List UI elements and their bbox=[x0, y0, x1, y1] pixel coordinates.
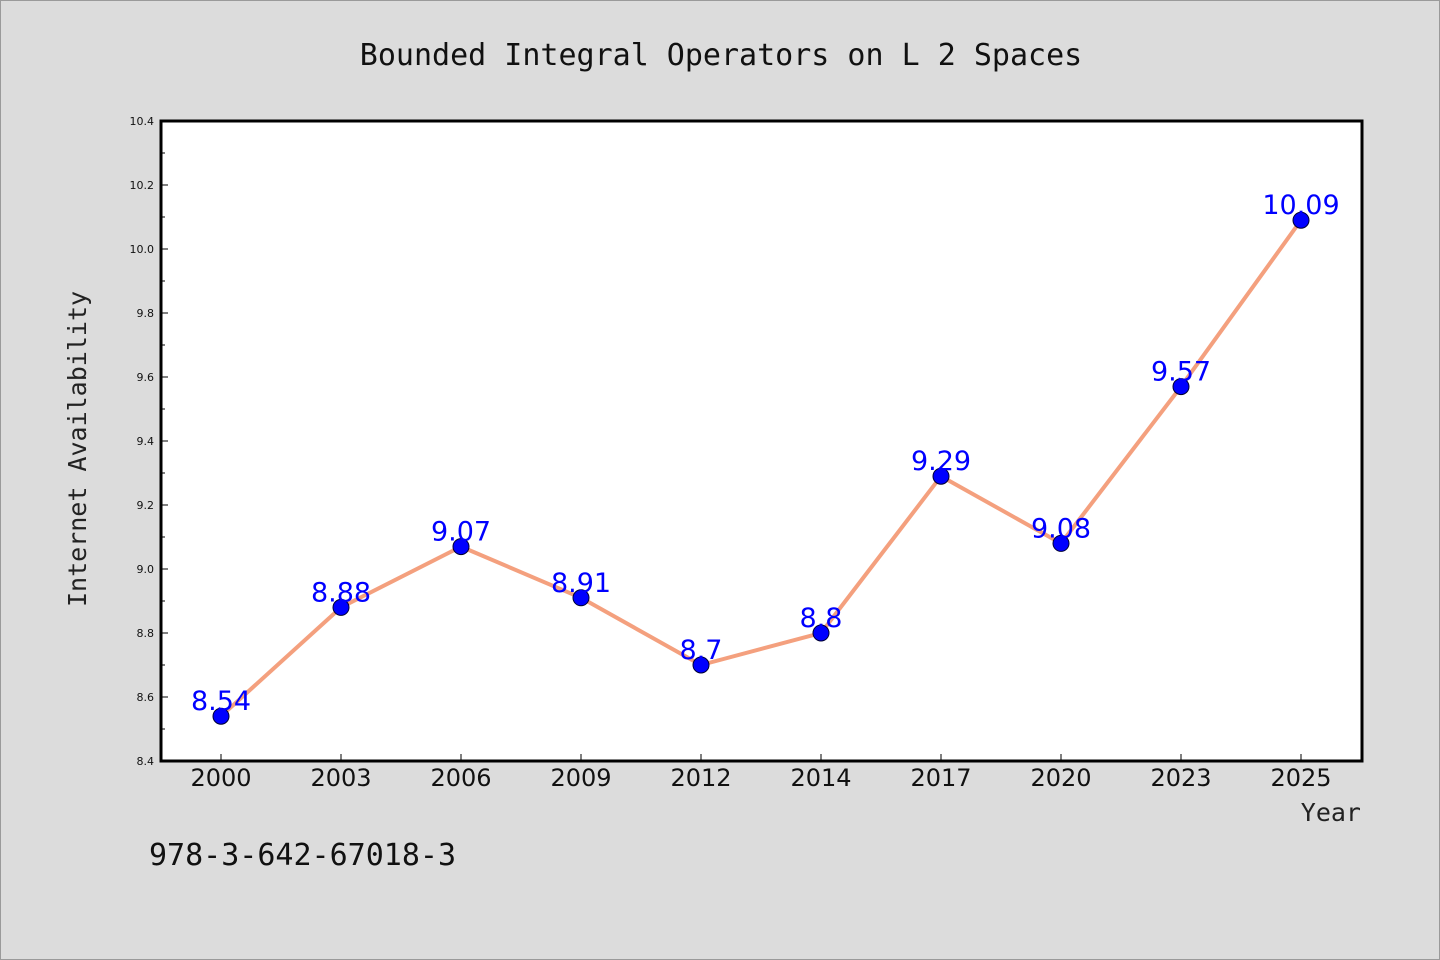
data-label: 9.29 bbox=[911, 446, 971, 477]
x-tick-label: 2017 bbox=[910, 764, 971, 792]
x-axis-label: Year bbox=[1301, 798, 1361, 827]
y-tick-label: 10.2 bbox=[130, 179, 155, 192]
data-label: 9.07 bbox=[431, 517, 491, 548]
x-tick-label: 2006 bbox=[430, 764, 491, 792]
data-point bbox=[572, 589, 590, 607]
data-point bbox=[332, 598, 350, 616]
chart-title: Bounded Integral Operators on L 2 Spaces bbox=[360, 38, 1082, 73]
x-tick-label: 2014 bbox=[790, 764, 851, 792]
data-point bbox=[1052, 534, 1070, 552]
data-point bbox=[692, 656, 710, 674]
data-point bbox=[812, 624, 830, 642]
data-point bbox=[452, 538, 470, 556]
y-tick-label: 10.0 bbox=[130, 243, 155, 256]
y-tick-label: 8.8 bbox=[137, 627, 155, 640]
y-tick-label: 10.4 bbox=[130, 115, 155, 128]
y-tick-label: 9.6 bbox=[137, 371, 155, 384]
data-label: 8.7 bbox=[680, 635, 723, 666]
x-tick-label: 2009 bbox=[550, 764, 611, 792]
x-tick-label: 2003 bbox=[310, 764, 371, 792]
x-tick-label: 2000 bbox=[190, 764, 251, 792]
plot-area bbox=[159, 119, 1364, 763]
y-tick-label: 9.2 bbox=[137, 499, 155, 512]
data-label: 9.08 bbox=[1031, 513, 1091, 544]
series-line bbox=[219, 218, 1303, 719]
isbn-annotation: 978-3-642-67018-3 bbox=[149, 838, 456, 873]
data-point bbox=[1172, 378, 1190, 396]
x-axis: 2000 2003 2006 2009 2012 2014 2017 2020 2023 2025 bbox=[190, 754, 1332, 792]
x-tick-label: 2025 bbox=[1270, 764, 1331, 792]
data-label: 9.57 bbox=[1151, 357, 1211, 388]
series-internet-availability: 8.54 8.88 9.07 8.91 8.7 8.8 9.29 9.08 9.57 10.09 bbox=[191, 190, 1340, 725]
data-label: 8.88 bbox=[311, 577, 371, 608]
data-point bbox=[1292, 211, 1310, 229]
x-tick-label: 2023 bbox=[1150, 764, 1211, 792]
data-label: 10.09 bbox=[1262, 190, 1339, 221]
x-tick-label: 2020 bbox=[1030, 764, 1091, 792]
data-label: 8.54 bbox=[191, 686, 251, 717]
y-tick-label: 8.4 bbox=[137, 755, 155, 768]
data-label: 8.91 bbox=[551, 568, 611, 599]
y-tick-label: 9.4 bbox=[137, 435, 155, 448]
x-tick-label: 2012 bbox=[670, 764, 731, 792]
y-axis: 8.4 8.6 8.8 9.0 9.2 9.4 9.6 9.8 10.0 10.2 10.4 bbox=[130, 115, 168, 768]
y-tick-label: 9.0 bbox=[137, 563, 155, 576]
data-point bbox=[212, 707, 230, 725]
y-tick-label: 8.6 bbox=[137, 691, 155, 704]
y-tick-label: 9.8 bbox=[137, 307, 155, 320]
y-axis-label: Internet Availability bbox=[63, 291, 92, 607]
data-label: 8.8 bbox=[800, 603, 843, 634]
data-point bbox=[932, 467, 950, 485]
